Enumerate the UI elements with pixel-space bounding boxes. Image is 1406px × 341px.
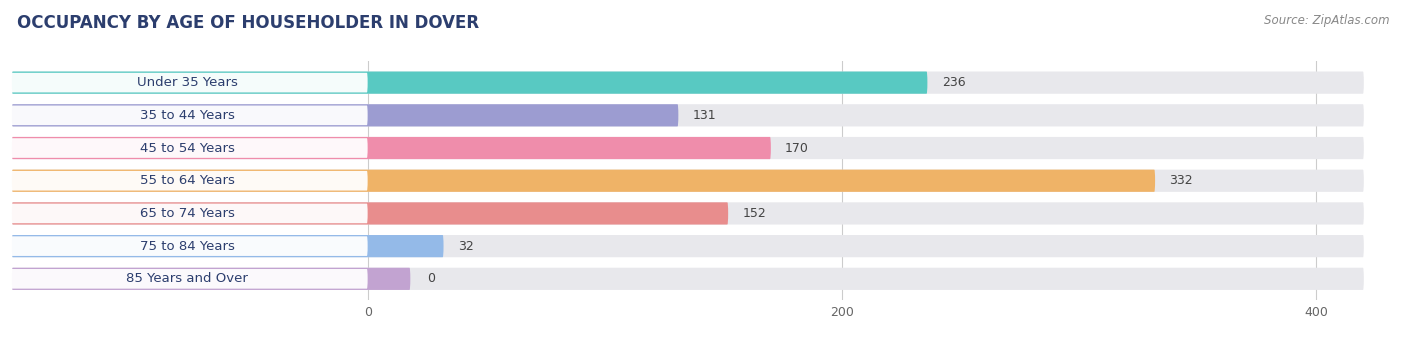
- Text: 152: 152: [742, 207, 766, 220]
- Text: OCCUPANCY BY AGE OF HOUSEHOLDER IN DOVER: OCCUPANCY BY AGE OF HOUSEHOLDER IN DOVER: [17, 14, 479, 32]
- Text: 170: 170: [785, 142, 808, 154]
- FancyBboxPatch shape: [7, 138, 367, 158]
- FancyBboxPatch shape: [11, 235, 443, 257]
- FancyBboxPatch shape: [7, 105, 367, 125]
- FancyBboxPatch shape: [11, 235, 1364, 257]
- FancyBboxPatch shape: [11, 268, 1364, 290]
- FancyBboxPatch shape: [11, 169, 1364, 192]
- Text: 131: 131: [693, 109, 716, 122]
- Text: 65 to 74 Years: 65 to 74 Years: [141, 207, 235, 220]
- FancyBboxPatch shape: [11, 202, 1364, 224]
- FancyBboxPatch shape: [7, 171, 367, 191]
- FancyBboxPatch shape: [11, 104, 1364, 127]
- Text: 45 to 54 Years: 45 to 54 Years: [141, 142, 235, 154]
- Text: Source: ZipAtlas.com: Source: ZipAtlas.com: [1264, 14, 1389, 27]
- FancyBboxPatch shape: [11, 169, 1156, 192]
- Text: 332: 332: [1170, 174, 1192, 187]
- Text: 35 to 44 Years: 35 to 44 Years: [141, 109, 235, 122]
- FancyBboxPatch shape: [11, 72, 1364, 94]
- FancyBboxPatch shape: [7, 236, 367, 256]
- FancyBboxPatch shape: [7, 204, 367, 223]
- Text: 236: 236: [942, 76, 966, 89]
- FancyBboxPatch shape: [11, 268, 411, 290]
- Text: 32: 32: [458, 240, 474, 253]
- FancyBboxPatch shape: [11, 202, 728, 224]
- FancyBboxPatch shape: [7, 73, 367, 92]
- Text: 85 Years and Over: 85 Years and Over: [127, 272, 249, 285]
- FancyBboxPatch shape: [7, 269, 367, 288]
- Text: 0: 0: [427, 272, 434, 285]
- FancyBboxPatch shape: [11, 137, 770, 159]
- Text: Under 35 Years: Under 35 Years: [136, 76, 238, 89]
- FancyBboxPatch shape: [11, 137, 1364, 159]
- FancyBboxPatch shape: [11, 72, 928, 94]
- Text: 75 to 84 Years: 75 to 84 Years: [141, 240, 235, 253]
- FancyBboxPatch shape: [11, 104, 678, 127]
- Text: 55 to 64 Years: 55 to 64 Years: [141, 174, 235, 187]
